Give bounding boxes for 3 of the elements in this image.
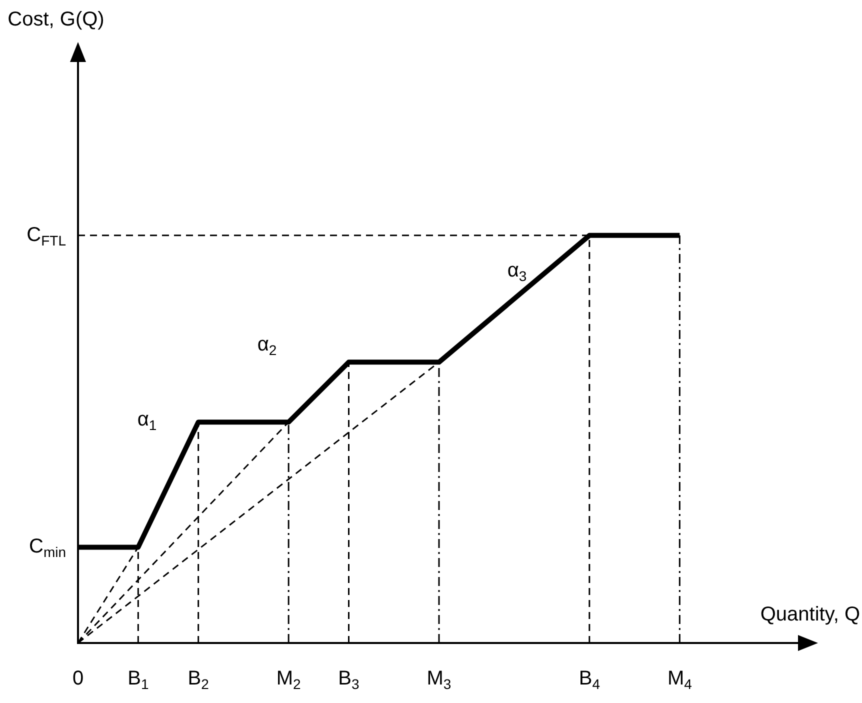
x-tick-label: 0 <box>72 668 84 690</box>
x-axis-title: Quantity, Q <box>760 604 860 626</box>
text: Cost, G(Q) <box>8 8 104 31</box>
